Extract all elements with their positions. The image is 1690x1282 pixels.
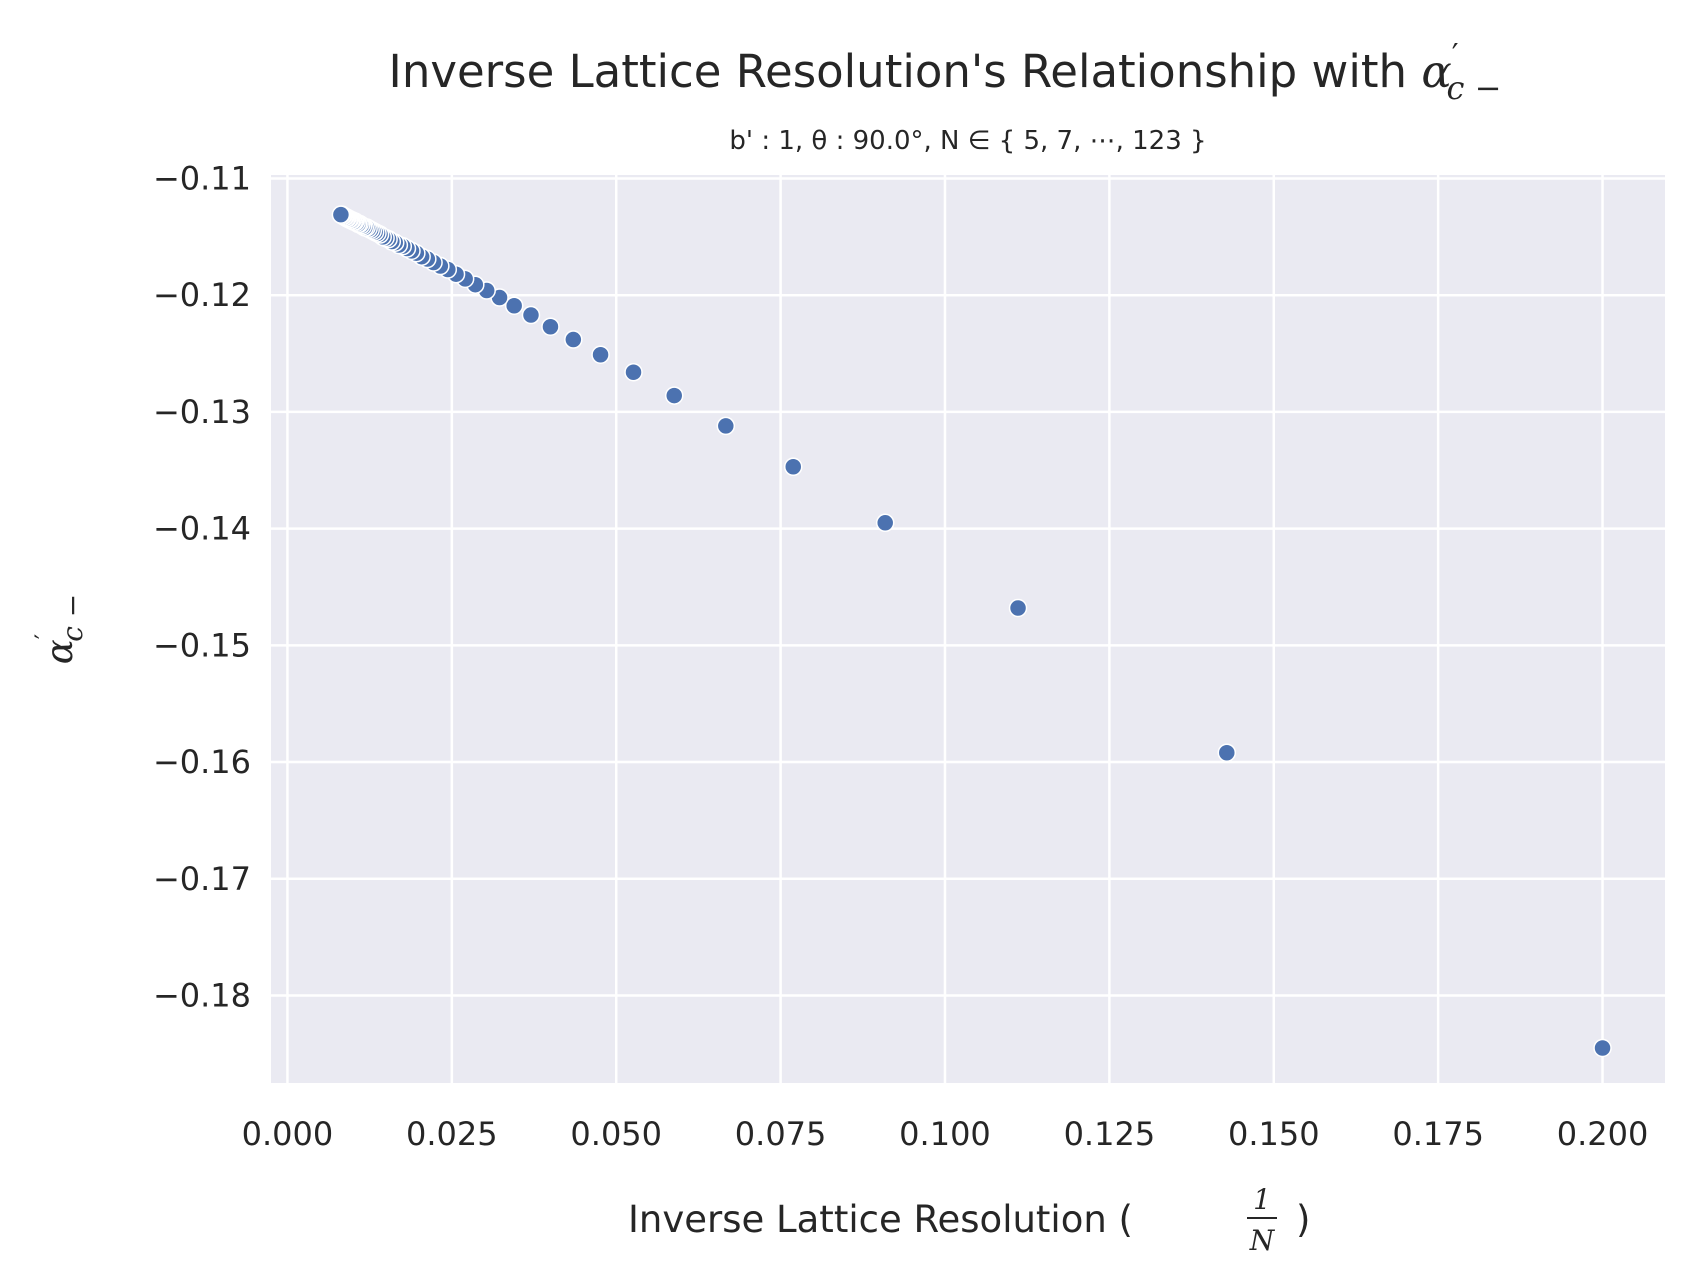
x-tick-label: 0.100 — [899, 1115, 991, 1153]
x-axis-label: Inverse Lattice Resolution ( 1 N ) — [628, 1183, 1310, 1257]
data-point — [541, 317, 560, 336]
grid-lines — [271, 175, 1665, 1083]
y-axis-label: α′c − — [30, 594, 89, 665]
data-point — [1217, 743, 1237, 762]
chart-subtitle: b' : 1, θ : 90.0°, N ∈ { 5, 7, ⋯, 123 } — [729, 126, 1206, 156]
data-point — [716, 416, 736, 436]
x-tick-label: 0.000 — [242, 1115, 334, 1153]
chart-title-subscript: c − — [1447, 69, 1502, 107]
data-point — [564, 330, 583, 349]
y-tick-label: −0.16 — [153, 743, 251, 781]
y-axis-label-subscript: c − — [56, 594, 89, 642]
data-point — [624, 362, 643, 382]
chart-title-symbol: α — [1421, 45, 1451, 98]
y-tick-label: −0.15 — [153, 626, 251, 664]
data-point — [664, 386, 684, 405]
data-point — [1593, 1038, 1612, 1058]
y-axis-tick-labels: −0.11 −0.12 −0.13 −0.14 −0.15 −0.16 −0.17 −0.18 — [153, 160, 251, 1015]
data-point — [1008, 598, 1028, 618]
x-tick-label: 0.075 — [735, 1115, 827, 1153]
data-point — [521, 305, 541, 325]
data-point — [875, 513, 895, 533]
plot-area — [271, 175, 1665, 1083]
y-axis-label-symbol: α — [38, 639, 81, 664]
y-tick-label: −0.17 — [153, 860, 251, 898]
chart-title-text: Inverse Lattice Resolution's Relationshi… — [389, 45, 1422, 98]
data-point — [504, 296, 524, 315]
data-point — [783, 457, 803, 477]
x-axis-label-close: ) — [1296, 1198, 1310, 1241]
y-axis-label-prime: ′ — [30, 634, 58, 639]
y-tick-label: −0.13 — [153, 393, 251, 431]
x-tick-label: 0.175 — [1392, 1115, 1484, 1153]
x-tick-label: 0.050 — [570, 1115, 662, 1153]
x-axis-label-frac-num: 1 — [1253, 1183, 1271, 1216]
data-point — [331, 205, 351, 224]
data-points — [331, 205, 1612, 1058]
y-tick-label: −0.11 — [153, 160, 251, 198]
chart-title-prime: ′ — [1452, 38, 1459, 73]
x-axis-label-text: Inverse Lattice Resolution ( — [628, 1198, 1133, 1241]
y-tick-label: −0.18 — [153, 976, 251, 1014]
y-tick-label: −0.14 — [153, 510, 251, 548]
x-tick-label: 0.200 — [1557, 1115, 1649, 1153]
chart-title: Inverse Lattice Resolution's Relationshi… — [389, 38, 1502, 107]
x-tick-label: 0.150 — [1228, 1115, 1320, 1153]
x-tick-label: 0.125 — [1064, 1115, 1156, 1153]
data-point — [591, 345, 610, 364]
x-axis-tick-labels: 0.000 0.025 0.050 0.075 0.100 0.125 0.150 0.175… — [242, 1115, 1649, 1153]
x-tick-label: 0.025 — [406, 1115, 498, 1153]
y-tick-label: −0.12 — [153, 276, 251, 314]
x-axis-label-frac-den: N — [1249, 1224, 1276, 1257]
